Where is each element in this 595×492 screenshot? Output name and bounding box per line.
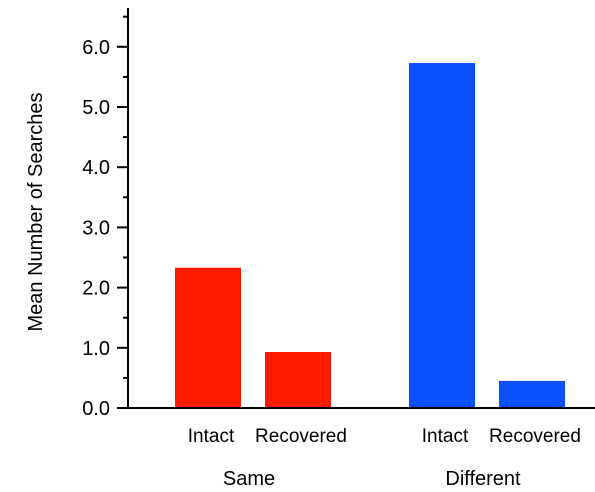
y-tick-label: 6.0 <box>82 37 110 59</box>
y-tick-label: 5.0 <box>82 97 110 119</box>
x-tick-label: Intact <box>188 426 235 447</box>
x-tick-label: Recovered <box>255 426 347 447</box>
x-tick-label: Intact <box>422 426 469 447</box>
category-labels: Intact Recovered Same Intact Recovered Differ… <box>188 426 581 490</box>
y-axis-title: Mean Number of Searches <box>25 92 47 331</box>
group-label: Different <box>445 468 521 490</box>
y-axis-ticks: 0.0 1.0 2.0 3.0 4.0 5.0 6.0 <box>82 15 128 420</box>
x-tick-label: Recovered <box>489 426 581 447</box>
bars <box>175 63 565 408</box>
bar-different-recovered <box>499 380 565 408</box>
y-tick-label: 2.0 <box>82 278 110 300</box>
y-tick-label: 4.0 <box>82 157 110 179</box>
bar-different-intact <box>409 63 475 408</box>
bar-same-intact <box>175 267 241 408</box>
bar-same-recovered <box>265 352 331 408</box>
y-tick-label: 1.0 <box>82 338 110 360</box>
group-label: Same <box>223 468 275 490</box>
y-tick-label: 3.0 <box>82 217 110 239</box>
y-tick-label: 0.0 <box>82 398 110 420</box>
